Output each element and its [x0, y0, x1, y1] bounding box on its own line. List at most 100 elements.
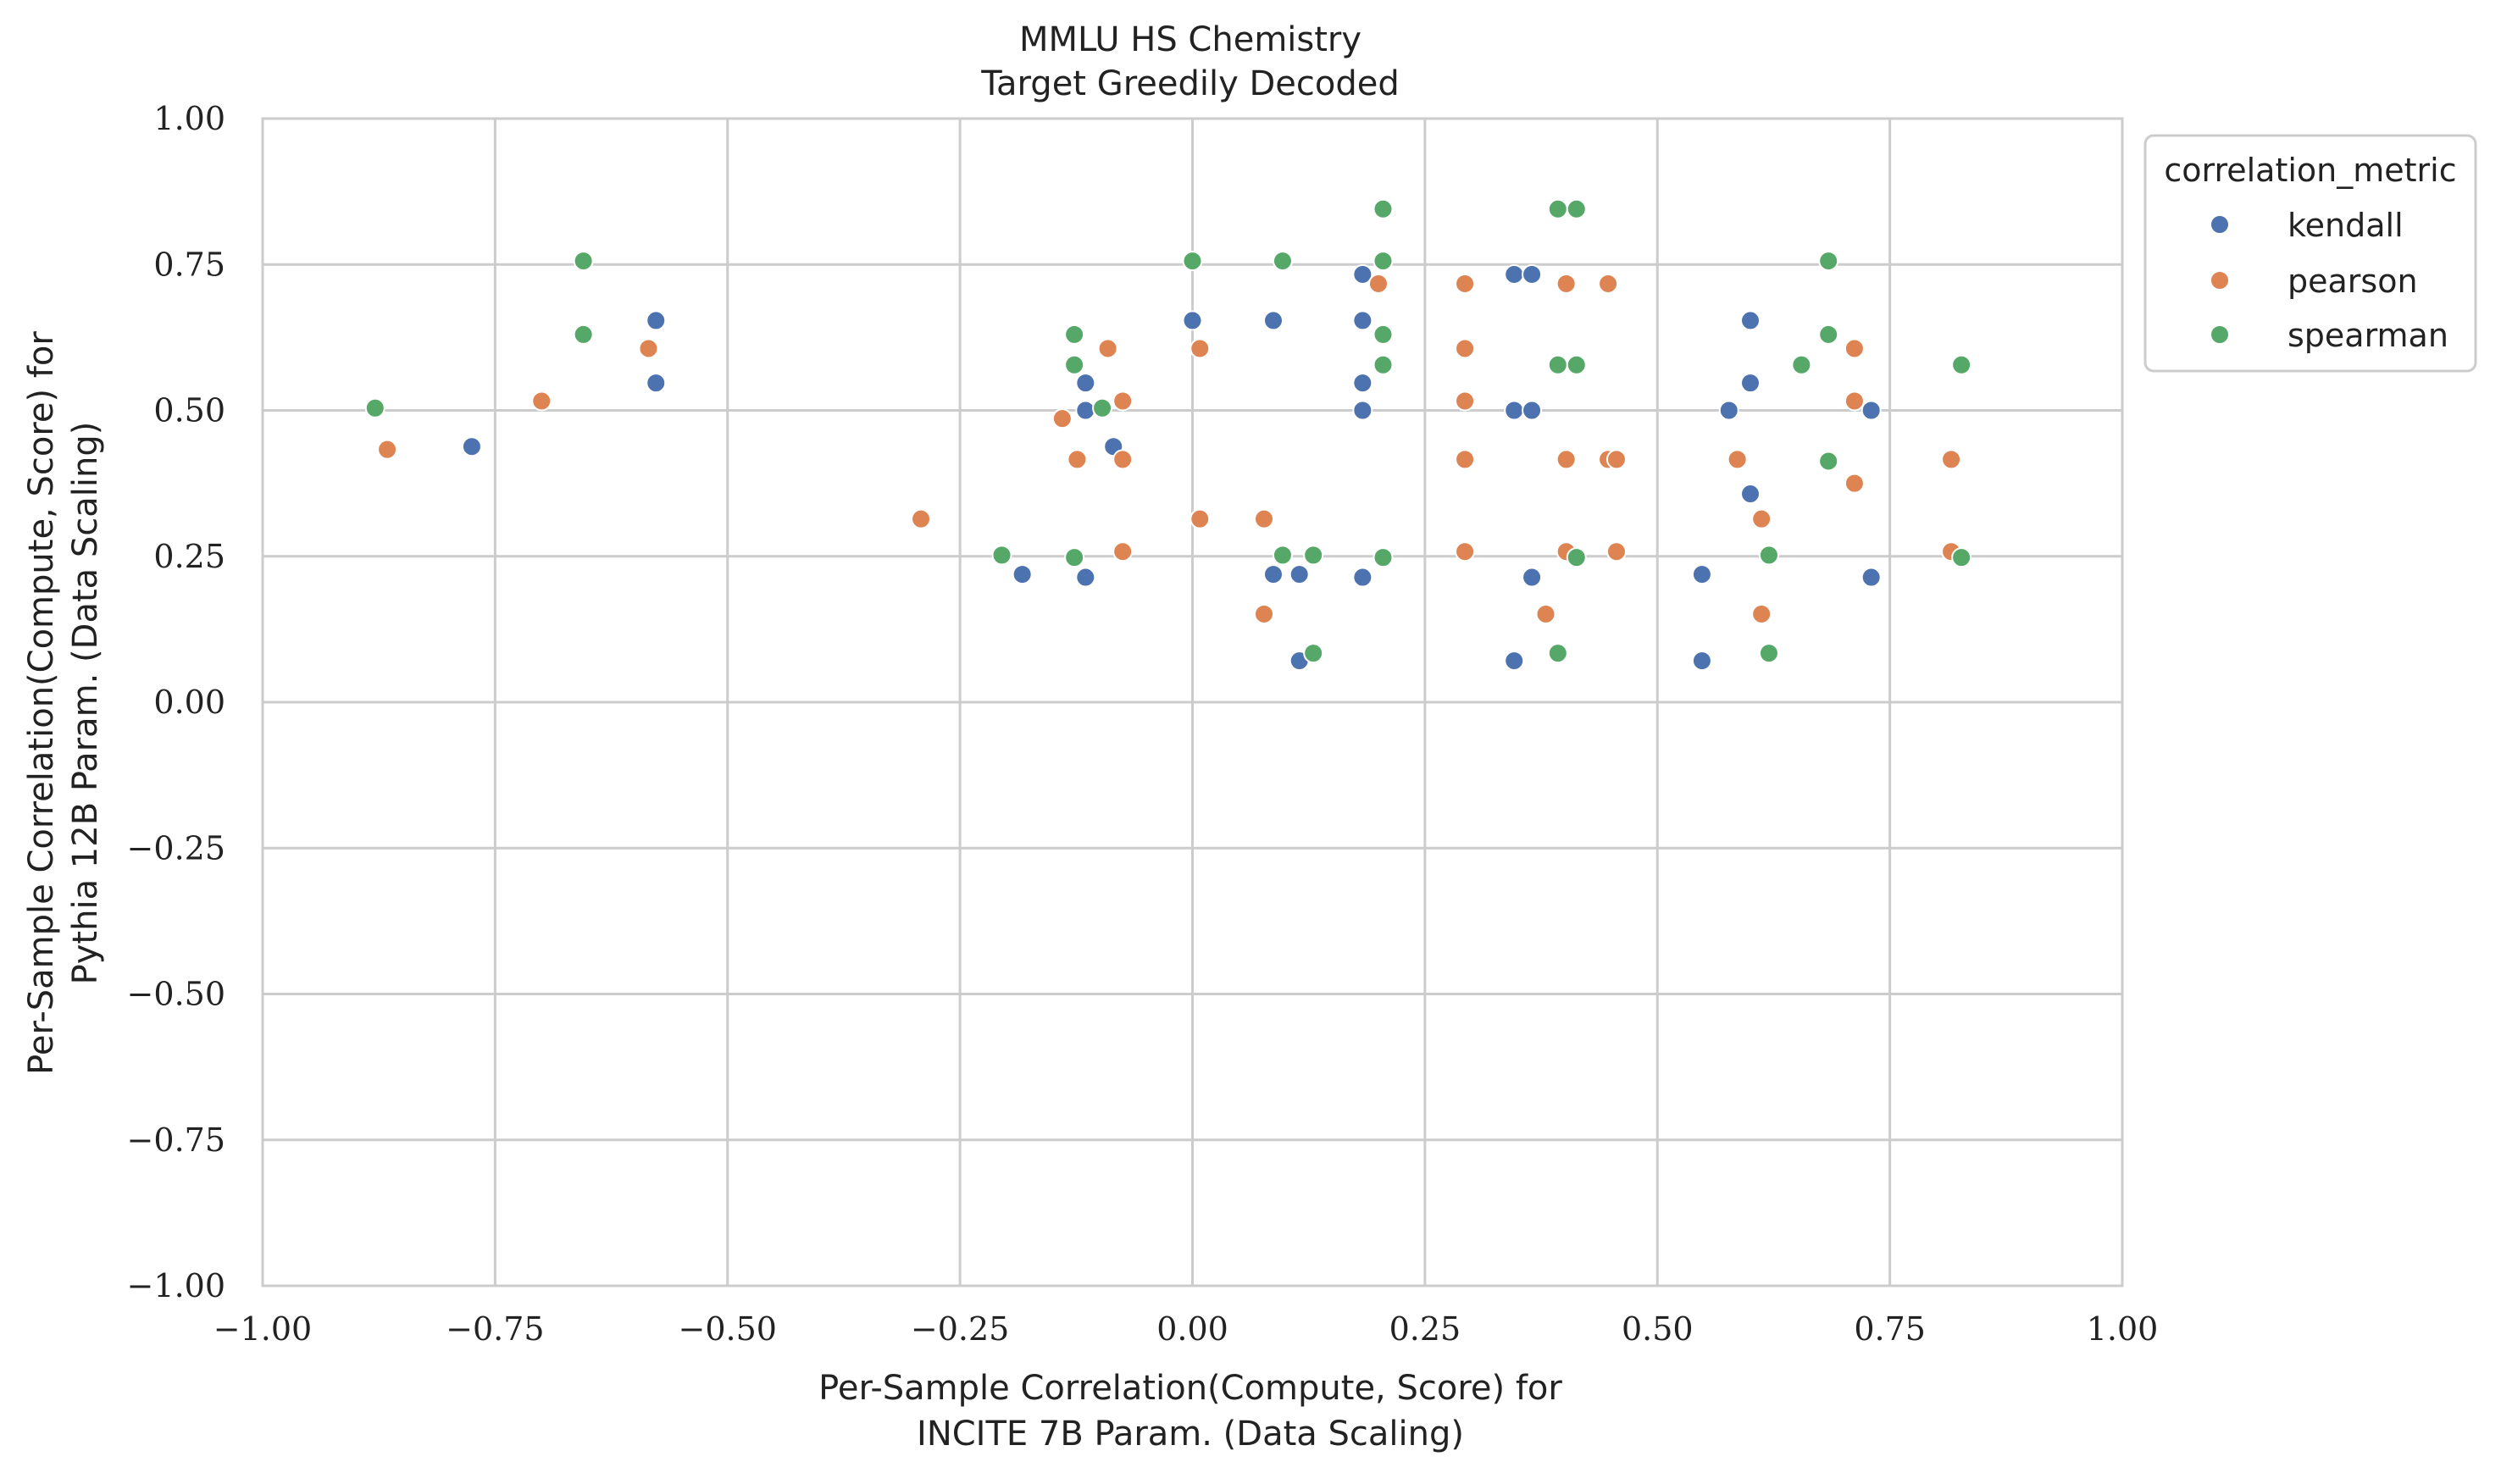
data-point-kendall [1740, 310, 1761, 331]
data-point-kendall [1860, 400, 1882, 421]
data-point-spearman [573, 251, 594, 272]
legend: correlation_metric kendall pearson spear… [2143, 134, 2477, 373]
data-point-kendall [1182, 310, 1203, 331]
x-tick-label: −1.00 [214, 1310, 312, 1348]
data-point-kendall [1691, 564, 1712, 585]
x-tick-label: −0.75 [446, 1310, 544, 1348]
data-point-kendall [1289, 564, 1310, 585]
data-point-spearman [1272, 251, 1293, 272]
data-points [364, 198, 1972, 672]
y-axis-label-line1: Per-Sample Correlation(Compute, Score) f… [22, 331, 61, 1075]
data-point-pearson [1844, 390, 1865, 412]
data-point-spearman [1818, 324, 1839, 345]
data-point-spearman [1372, 547, 1394, 568]
data-point-pearson [1254, 508, 1275, 529]
data-point-pearson [1190, 508, 1211, 529]
data-point-spearman [1092, 397, 1113, 418]
data-point-kendall [1262, 564, 1284, 585]
data-point-pearson [1605, 449, 1627, 470]
legend-label-spearman: spearman [2288, 317, 2448, 354]
data-point-pearson [1112, 449, 1134, 470]
y-tick-label: 1.00 [153, 100, 225, 137]
data-point-kendall [1352, 310, 1373, 331]
data-point-spearman [1303, 545, 1324, 566]
y-tick-label: −0.75 [127, 1121, 225, 1159]
chart-subtitle: Target Greedily Decoded [980, 64, 1400, 103]
data-point-kendall [1522, 400, 1543, 421]
data-point-kendall [1504, 400, 1525, 421]
data-point-pearson [1097, 338, 1118, 359]
data-point-kendall [1504, 263, 1525, 285]
x-tick-labels: −1.00 −0.75 −0.50 −0.25 0.00 0.25 0.50 0.75 1.00 [214, 1310, 2159, 1348]
x-tick-label: 0.00 [1156, 1310, 1228, 1348]
data-point-kendall [646, 310, 667, 331]
data-point-kendall [1352, 263, 1373, 285]
data-point-spearman [1566, 547, 1587, 568]
data-point-pearson [911, 508, 932, 529]
data-point-spearman [573, 324, 594, 345]
data-point-spearman [1064, 324, 1085, 345]
x-tick-label: 0.50 [1622, 1310, 1694, 1348]
y-axis-label: Per-Sample Correlation(Compute, Score) f… [22, 331, 105, 1075]
data-point-pearson [1844, 338, 1865, 359]
legend-label-kendall: kendall [2288, 207, 2404, 244]
data-point-pearson [1455, 541, 1476, 562]
x-tick-label: 0.25 [1389, 1310, 1461, 1348]
data-point-pearson [1368, 273, 1389, 294]
data-point-spearman [1818, 251, 1839, 272]
plot-frame [261, 117, 2124, 1287]
data-point-spearman [1064, 547, 1085, 568]
legend-marker-kendall [2210, 214, 2230, 235]
data-point-kendall [1262, 310, 1284, 331]
data-point-pearson [1455, 338, 1476, 359]
y-tick-label: 0.50 [153, 392, 225, 429]
data-point-spearman [1372, 198, 1394, 219]
legend-marker-spearman [2210, 324, 2230, 345]
data-point-spearman [1303, 643, 1324, 664]
data-point-spearman [1372, 354, 1394, 375]
data-point-spearman [1758, 545, 1779, 566]
data-point-kendall [1718, 400, 1739, 421]
x-tick-label: 0.75 [1854, 1310, 1926, 1348]
data-point-pearson [1190, 338, 1211, 359]
data-point-spearman [1951, 354, 1972, 375]
data-point-pearson [1605, 541, 1627, 562]
data-point-spearman [1372, 324, 1394, 345]
y-tick-label: 0.00 [153, 684, 225, 721]
data-point-pearson [638, 338, 659, 359]
data-point-kendall [1075, 400, 1096, 421]
data-point-spearman [1566, 198, 1587, 219]
chart-title: MMLU HS Chemistry [1019, 20, 1361, 59]
data-point-spearman [1547, 198, 1568, 219]
legend-title: correlation_metric [2164, 152, 2456, 189]
data-point-pearson [377, 439, 398, 460]
data-point-spearman [1818, 451, 1839, 472]
data-point-kendall [1740, 373, 1761, 394]
data-point-spearman [1758, 643, 1779, 664]
data-point-kendall [1504, 651, 1525, 672]
data-point-kendall [1352, 373, 1373, 394]
legend-frame [2143, 134, 2477, 373]
data-point-pearson [1556, 273, 1577, 294]
data-point-pearson [1844, 473, 1865, 494]
data-point-kendall [1012, 564, 1033, 585]
data-point-pearson [1556, 449, 1577, 470]
y-tick-labels: −1.00 −0.75 −0.50 −0.25 0.00 0.25 0.50 0.75 1.00 [127, 100, 225, 1304]
data-point-pearson [1254, 603, 1275, 624]
data-point-spearman [1372, 251, 1394, 272]
data-point-kendall [1740, 484, 1761, 505]
legend-marker-pearson [2210, 270, 2230, 291]
data-point-kendall [1522, 263, 1543, 285]
y-tick-label: 0.75 [153, 246, 225, 283]
data-point-pearson [1112, 390, 1134, 412]
data-point-pearson [1535, 603, 1556, 624]
data-point-kendall [1075, 373, 1096, 394]
data-point-pearson [1751, 603, 1772, 624]
x-axis-label-line2: INCITE 7B Param. (Data Scaling) [917, 1415, 1464, 1454]
y-tick-label: 0.25 [153, 538, 225, 575]
data-point-pearson [1051, 408, 1073, 429]
data-point-pearson [1112, 541, 1134, 562]
legend-label-pearson: pearson [2288, 263, 2418, 300]
